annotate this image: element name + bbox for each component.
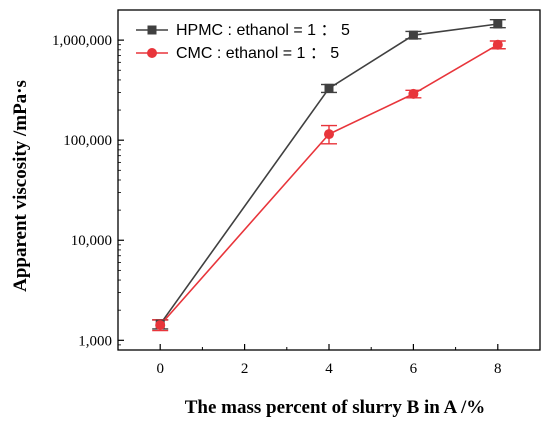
data-point-circle (155, 320, 166, 331)
x-tick-label: 2 (241, 361, 249, 377)
data-point-circle (492, 39, 503, 50)
legend-marker-circle (147, 48, 157, 58)
y-tick-label: 100,000 (63, 133, 112, 149)
legend-marker-square (147, 25, 157, 35)
y-tick-label: 10,000 (71, 233, 112, 249)
data-point-square (408, 30, 418, 40)
series-line-2 (159, 44, 499, 326)
y-tick-label: 1,000,000 (52, 33, 112, 49)
data-point-circle (324, 129, 334, 140)
data-point-circle (408, 88, 419, 99)
series-line-1 (159, 23, 498, 325)
x-tick-label: 8 (494, 361, 502, 377)
data-point-square (493, 19, 503, 29)
y-axis-label: Apparent viscosity /mPa·s (10, 80, 31, 292)
x-tick-label: 4 (325, 361, 333, 377)
y-tick-label: 1,000 (78, 333, 112, 349)
legend-entry: CMC : ethanol = 1 ： 5 (176, 45, 339, 62)
x-tick-label: 6 (410, 361, 418, 377)
legend-entry: HPMC : ethanol = 1 ： 5 (176, 22, 350, 39)
data-point-square (324, 83, 334, 93)
x-tick-label: 0 (156, 361, 164, 377)
x-axis-label: The mass percent of slurry B in A /% (185, 397, 486, 418)
